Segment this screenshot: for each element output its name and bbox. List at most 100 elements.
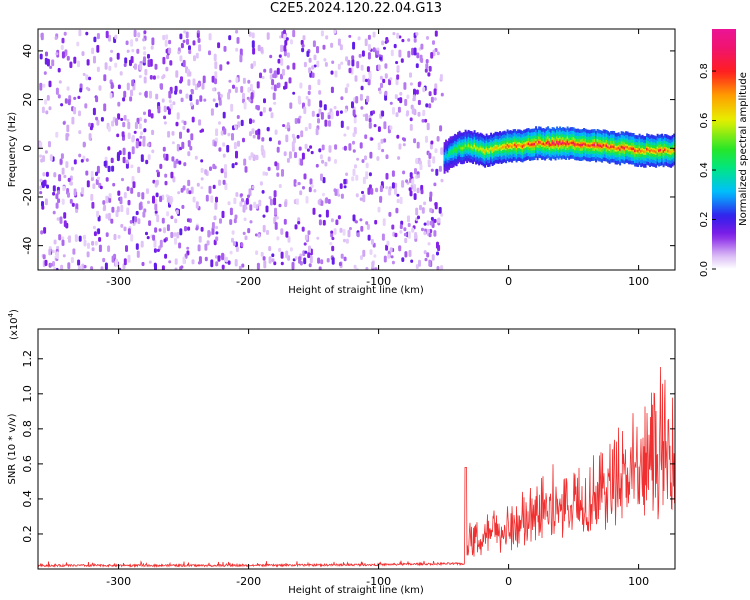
noise-cell <box>218 99 222 106</box>
noise-cell <box>95 116 99 121</box>
signal-cell <box>601 145 604 148</box>
noise-cell <box>354 164 357 169</box>
noise-cell <box>251 40 255 49</box>
noise-cell <box>325 35 329 40</box>
noise-cell <box>310 183 314 188</box>
noise-cell <box>139 135 143 139</box>
noise-cell <box>96 44 100 53</box>
noise-cell <box>292 136 296 144</box>
noise-cell <box>430 52 434 59</box>
noise-cell <box>83 234 86 240</box>
noise-cell <box>39 191 43 195</box>
noise-cell <box>66 55 70 61</box>
signal-cell <box>619 148 622 151</box>
noise-cell <box>391 260 395 265</box>
noise-cell <box>90 266 94 270</box>
noise-cell <box>112 116 116 123</box>
signal-cell <box>470 145 473 149</box>
noise-cell <box>61 198 65 205</box>
noise-cell <box>321 144 325 151</box>
noise-cell <box>143 111 146 116</box>
noise-cell <box>320 112 324 120</box>
noise-cell <box>49 154 53 162</box>
noise-cell <box>227 260 231 265</box>
noise-cell <box>81 263 85 270</box>
noise-cell <box>315 128 319 136</box>
noise-cell <box>375 187 379 193</box>
noise-cell <box>95 171 98 176</box>
noise-cell <box>365 162 369 169</box>
noise-cell <box>231 230 235 235</box>
signal-cell <box>451 150 454 154</box>
noise-cell <box>298 115 302 119</box>
signal-cell <box>520 144 523 148</box>
noise-cell <box>262 150 266 158</box>
signal-cell <box>547 140 550 144</box>
noise-cell <box>177 191 181 195</box>
x-tick-label: -100 <box>366 575 391 588</box>
signal-cell <box>673 148 675 151</box>
noise-cell <box>291 146 295 152</box>
noise-cell <box>289 247 293 252</box>
noise-cell <box>373 124 377 128</box>
signal-cell <box>464 144 467 147</box>
noise-cell <box>161 75 165 80</box>
noise-cell <box>271 258 275 263</box>
noise-cell <box>424 257 428 262</box>
noise-cell <box>215 128 219 137</box>
noise-cell <box>41 201 44 207</box>
noise-cell <box>307 252 311 259</box>
signal-cell <box>575 143 578 146</box>
noise-cell <box>123 63 127 67</box>
noise-cell <box>396 32 400 39</box>
noise-cell <box>423 201 427 206</box>
noise-cell <box>286 158 290 163</box>
signal-cell <box>602 144 605 147</box>
noise-cell <box>71 116 75 125</box>
noise-cell <box>45 51 48 57</box>
signal-cell <box>527 142 530 145</box>
noise-cell <box>313 64 317 68</box>
noise-cell <box>272 92 276 100</box>
noise-cell <box>59 216 63 224</box>
noise-cell <box>180 76 183 83</box>
noise-cell <box>292 62 296 70</box>
signal-cell <box>649 150 652 153</box>
noise-cell <box>409 124 413 131</box>
signal-cell <box>475 147 478 150</box>
noise-cell <box>235 246 239 252</box>
noise-cell <box>339 110 343 114</box>
noise-cell <box>331 245 335 252</box>
noise-cell <box>121 177 124 182</box>
noise-cell <box>333 105 337 110</box>
noise-cell <box>412 94 416 102</box>
signal-cell <box>640 150 643 153</box>
noise-cell <box>58 234 62 241</box>
noise-cell <box>188 45 191 51</box>
noise-cell <box>281 169 284 177</box>
noise-cell <box>390 49 394 57</box>
figure-title: C2E5.2024.120.22.04.G13 <box>269 1 443 16</box>
noise-cell <box>195 52 199 59</box>
noise-cell <box>255 104 259 110</box>
noise-cell <box>200 226 204 232</box>
noise-cell <box>46 95 50 101</box>
noise-cell <box>142 139 146 147</box>
x-tick-label: -300 <box>106 275 131 288</box>
noise-cell <box>241 198 244 203</box>
noise-cell <box>193 55 196 62</box>
noise-cell <box>429 191 433 198</box>
noise-cell <box>239 54 243 63</box>
noise-cell <box>257 44 261 52</box>
noise-cell <box>257 128 261 136</box>
noise-cell <box>299 82 303 89</box>
noise-cell <box>136 250 140 258</box>
noise-cell <box>367 234 371 241</box>
noise-cell <box>123 258 127 266</box>
noise-cell <box>368 114 372 119</box>
noise-cell <box>374 267 378 270</box>
noise-cell <box>351 176 355 182</box>
signal-cell <box>497 146 500 150</box>
noise-cell <box>427 242 431 246</box>
noise-cell <box>181 141 185 149</box>
